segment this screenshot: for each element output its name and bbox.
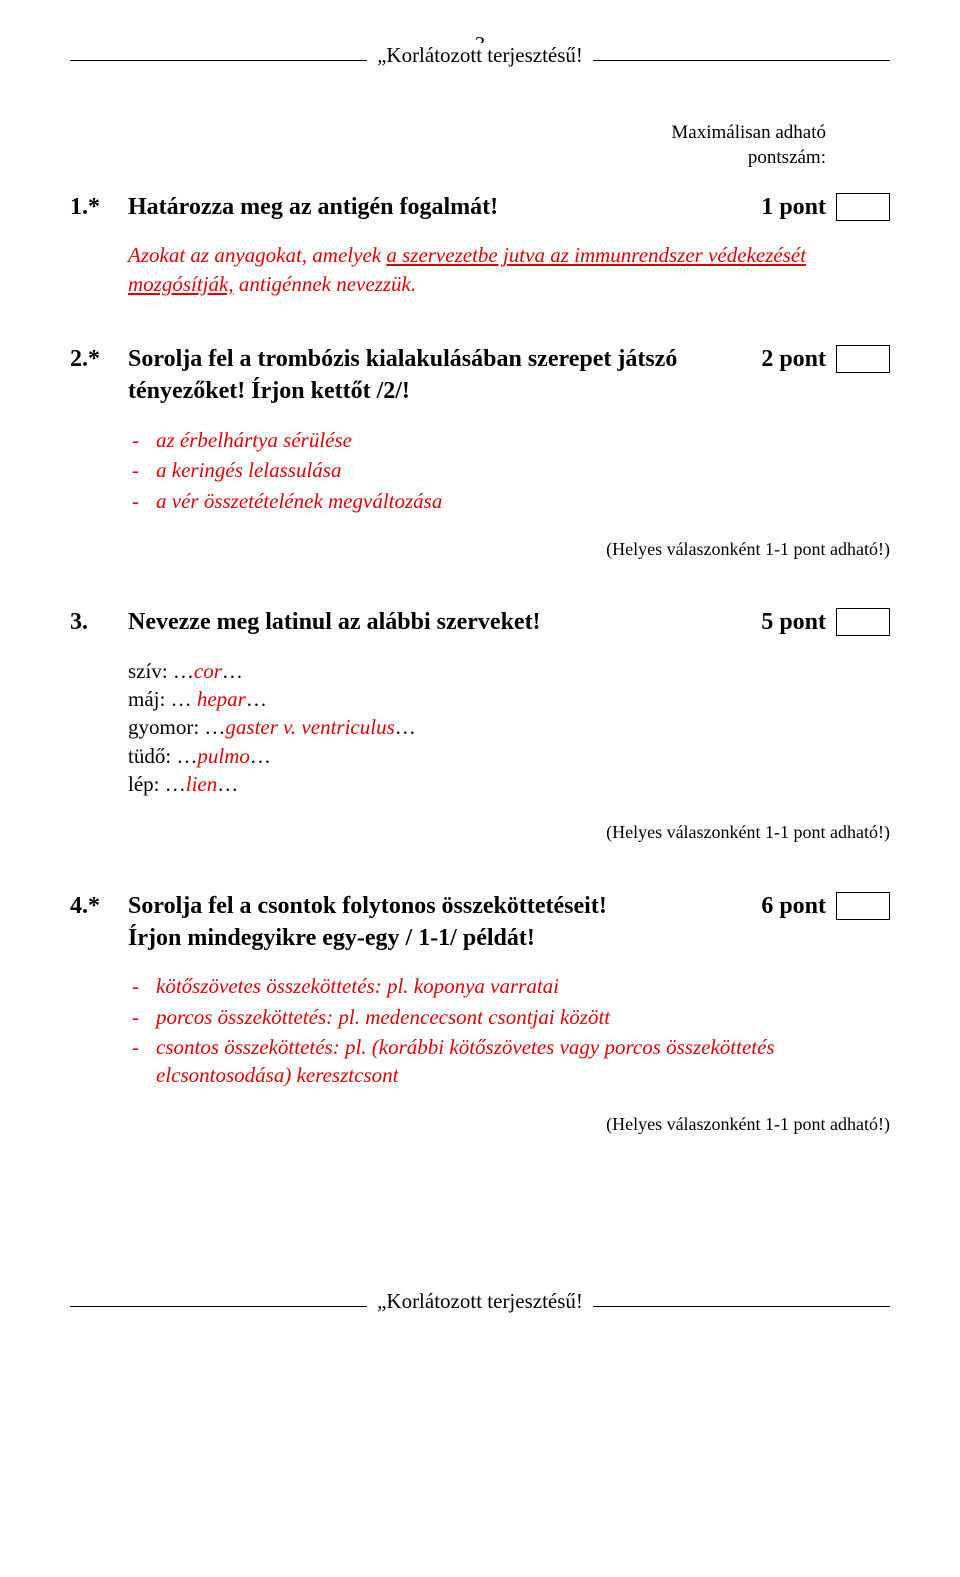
q2-title-line2: tényezőket! Írjon kettőt /2/!: [128, 378, 410, 404]
question-4: 4.* Sorolja fel a csontok folytonos össz…: [70, 890, 890, 1136]
q3-val: gaster v. ventriculus: [225, 715, 394, 739]
q2-answer-list: az érbelhártya sérülése a keringés lelas…: [128, 426, 890, 515]
footer-label: „Korlátozott terjesztésű!: [367, 1289, 593, 1313]
max-points-line1: Maximálisan adható: [671, 122, 826, 143]
q2-points: 2 pont: [746, 343, 836, 375]
q2-answer-item: a vér összetételének megváltozása: [128, 487, 890, 515]
q4-answer-item: kötőszövetes összeköttetés: pl. koponya …: [128, 972, 890, 1000]
q3-dots: …: [199, 715, 225, 739]
header-rule: „Korlátozott terjesztésű!: [70, 60, 890, 89]
q3-trail: …: [217, 772, 238, 796]
max-points-label: Maximálisan adható pontszám:: [70, 120, 890, 171]
q1-answer: Azokat az anyagokat, amelyek a szervezet…: [128, 241, 890, 298]
q3-pair: máj: … hepar…: [128, 685, 890, 713]
q4-number: 4.*: [70, 890, 128, 922]
q2-title: Sorolja fel a trombózis kialakulásában s…: [128, 343, 746, 408]
q3-pair: szív: …cor…: [128, 657, 890, 685]
question-2: 2.* Sorolja fel a trombózis kialakulásáb…: [70, 343, 890, 561]
q4-answer-list: kötőszövetes összeköttetés: pl. koponya …: [128, 972, 890, 1089]
q3-score-box[interactable]: [836, 608, 890, 636]
q2-title-line1: Sorolja fel a trombózis kialakulásában s…: [128, 346, 677, 372]
q3-val: pulmo: [197, 744, 250, 768]
q4-answer: kötőszövetes összeköttetés: pl. koponya …: [128, 972, 890, 1089]
q3-key: máj:: [128, 687, 165, 711]
q3-points: 5 pont: [746, 606, 836, 638]
q3-trail: …: [222, 659, 243, 683]
q4-title-line2: Írjon mindegyikre egy-egy / 1-1/ példát!: [128, 925, 535, 951]
q3-scoring-note: (Helyes válaszonként 1-1 pont adható!): [70, 820, 890, 844]
q3-trail: …: [250, 744, 271, 768]
q2-answer-item: a keringés lelassulása: [128, 456, 890, 484]
q3-val: hepar: [192, 687, 246, 711]
q3-key: tüdő:: [128, 744, 171, 768]
header-label: „Korlátozott terjesztésű!: [367, 43, 593, 67]
q1-score-box[interactable]: [836, 193, 890, 221]
q3-key: szív:: [128, 659, 168, 683]
q3-trail: …: [246, 687, 267, 711]
q4-answer-item: csontos összeköttetés: pl. (korábbi kötő…: [128, 1033, 890, 1090]
q4-score-box[interactable]: [836, 892, 890, 920]
q3-dots: …: [171, 744, 197, 768]
footer-rule: „Korlátozott terjesztésű!: [70, 1306, 890, 1335]
q3-pair: lép: …lien…: [128, 770, 890, 798]
q3-number: 3.: [70, 606, 128, 638]
q3-answer: szív: …cor… máj: … hepar… gyomor: …gaste…: [128, 657, 890, 799]
q3-pair: tüdő: …pulmo…: [128, 742, 890, 770]
q3-title: Nevezze meg latinul az alábbi szerveket!: [128, 606, 746, 638]
q3-dots: …: [165, 687, 191, 711]
q3-trail: …: [395, 715, 416, 739]
q3-dots: …: [160, 772, 186, 796]
q1-number: 1.*: [70, 191, 128, 223]
q2-answer-item: az érbelhártya sérülése: [128, 426, 890, 454]
q2-scoring-note: (Helyes válaszonként 1-1 pont adható!): [70, 537, 890, 561]
q1-points: 1 pont: [746, 191, 836, 223]
q2-score-box[interactable]: [836, 345, 890, 373]
q3-key: gyomor:: [128, 715, 199, 739]
max-points-line2: pontszám:: [748, 147, 826, 168]
q3-dots: …: [168, 659, 194, 683]
question-1: 1.* Határozza meg az antigén fogalmát! 1…: [70, 191, 890, 298]
q4-title: Sorolja fel a csontok folytonos összeköt…: [128, 890, 746, 955]
q3-val: lien: [186, 772, 218, 796]
q3-pair: gyomor: …gaster v. ventriculus…: [128, 713, 890, 741]
q4-points: 6 pont: [746, 890, 836, 922]
question-3: 3. Nevezze meg latinul az alábbi szervek…: [70, 606, 890, 844]
q1-title: Határozza meg az antigén fogalmát!: [128, 191, 746, 223]
q2-answer: az érbelhártya sérülése a keringés lelas…: [128, 426, 890, 515]
q3-val: cor: [194, 659, 222, 683]
q1-answer-suffix: antigénnek nevezzük.: [234, 272, 417, 296]
q3-key: lép:: [128, 772, 160, 796]
q4-scoring-note: (Helyes válaszonként 1-1 pont adható!): [70, 1112, 890, 1136]
q4-answer-item: porcos összeköttetés: pl. medencecsont c…: [128, 1003, 890, 1031]
q4-title-line1: Sorolja fel a csontok folytonos összeköt…: [128, 893, 607, 919]
q1-answer-prefix: Azokat az anyagokat, amelyek: [128, 243, 386, 267]
q2-number: 2.*: [70, 343, 128, 375]
